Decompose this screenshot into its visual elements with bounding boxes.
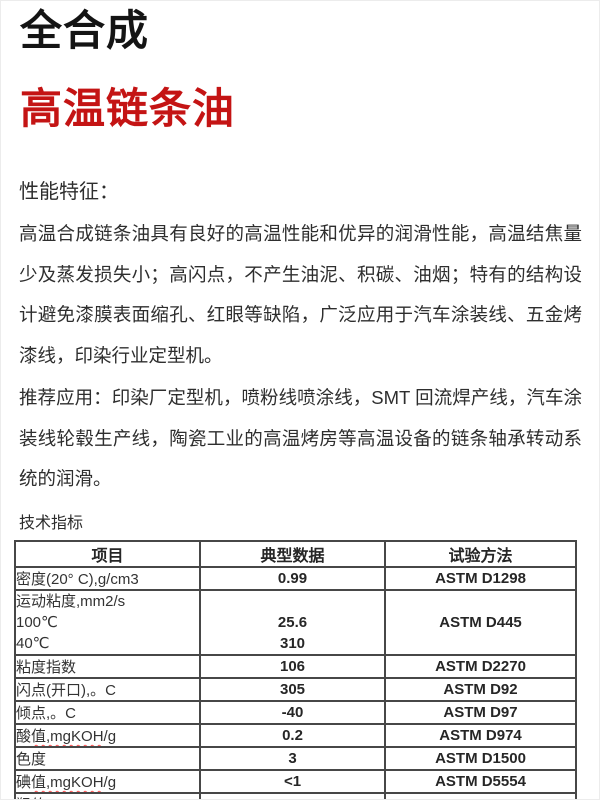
spec-table-caption: 技术指标 xyxy=(19,515,84,532)
performance-line: 高温合成链条油具有良好的高温性能和优异的润滑性能，高温结焦量 xyxy=(19,223,582,244)
item-text-spellcheck: 值,mgKOH xyxy=(31,774,104,791)
spec-method-cell: ASTM D974 xyxy=(384,723,577,748)
spec-table: 项目 典型数据 试验方法 密度(20° C),g/cm3 0.99 ASTM D… xyxy=(14,540,577,799)
spec-method-cell: ASTM D445 xyxy=(384,589,577,656)
viscosity-label-line: 运动粘度,mm2/s xyxy=(16,593,126,610)
spec-header-row: 项目 典型数据 试验方法 xyxy=(14,540,577,568)
spec-item-cell: 碘值,mgKOH/g xyxy=(14,769,201,794)
spec-value-cell: -40 xyxy=(199,700,386,725)
spec-method-cell: ASTM D1298 xyxy=(384,566,577,591)
spec-row-color: 色度 3 ASTM D1500 xyxy=(14,746,577,771)
spec-item-cell: 粘度指数 xyxy=(14,654,201,679)
item-text: /g xyxy=(103,728,117,745)
spec-row-iodine-value: 碘值,mgKOH/g <1 ASTM D5554 xyxy=(14,769,577,794)
viscosity-value-line xyxy=(202,592,383,612)
application-paragraph: 推荐应用：印染厂定型机，喷粉线喷涂线，SMT 回流焊产线，汽车涂 装线轮毂生产线… xyxy=(19,378,582,500)
application-line: 统的润滑。 xyxy=(19,468,112,489)
product-title-line1: 全合成 xyxy=(20,7,150,54)
spec-row-pour-point: 倾点,。C -40 ASTM D97 xyxy=(14,700,577,725)
spec-row-hydroxyl-value: 羟值,mgKOH/g 3 ASTM D1957 xyxy=(14,792,577,799)
spec-value-cell: 0.2 xyxy=(199,723,386,748)
spec-method-cell: ASTM D1957 xyxy=(384,792,577,799)
spec-item-cell: 酸值,mgKOH/g xyxy=(14,723,201,748)
spec-item-cell: 密度(20° C),g/cm3 xyxy=(14,566,201,591)
viscosity-label-line: 100℃ xyxy=(16,614,58,631)
spec-value-cell: 305 xyxy=(199,677,386,702)
spec-method-cell: ASTM D5554 xyxy=(384,769,577,794)
performance-section-heading: 性能特征： xyxy=(19,181,119,203)
item-text: 酸 xyxy=(16,728,32,745)
spec-method-cell: ASTM D92 xyxy=(384,677,577,702)
item-text: 碘 xyxy=(16,774,32,791)
viscosity-value-line: 310 xyxy=(279,635,306,652)
spec-item-cell: 羟值,mgKOH/g xyxy=(14,792,201,799)
spec-method-cell: ASTM D2270 xyxy=(384,654,577,679)
spec-row-viscosity-index: 粘度指数 106 ASTM D2270 xyxy=(14,654,577,679)
performance-line: 漆线，印染行业定型机。 xyxy=(19,344,223,366)
spec-value-cell: 3 xyxy=(199,792,386,799)
spec-item-cell: 色度 xyxy=(14,746,201,771)
item-text: /g xyxy=(103,774,117,791)
application-line: 装线轮毂生产线，陶瓷工业的高温烤房等高温设备的链条轴承转动系 xyxy=(19,427,582,449)
item-text: /g xyxy=(104,797,117,799)
spec-row-acid-value: 酸值,mgKOH/g 0.2 ASTM D974 xyxy=(14,723,577,748)
spec-value-cell: 106 xyxy=(199,654,386,679)
spec-col-header-value: 典型数据 xyxy=(199,540,386,568)
spec-col-header-item: 项目 xyxy=(14,540,201,568)
item-text-spellcheck: 羟值,mgKOH xyxy=(17,797,104,799)
spec-method-cell: ASTM D1500 xyxy=(384,746,577,771)
spec-row-density: 密度(20° C),g/cm3 0.99 ASTM D1298 xyxy=(14,566,577,591)
product-title-line2: 高温链条油 xyxy=(20,85,236,132)
spec-value-cell: <1 xyxy=(199,769,386,794)
spec-method-cell: ASTM D97 xyxy=(384,700,577,725)
viscosity-value-line: 25.6 xyxy=(277,614,308,631)
spec-item-cell: 闪点(开口),。C xyxy=(14,677,201,702)
spec-row-viscosity: 运动粘度,mm2/s 100℃ 40℃ 25.6 310 ASTM D445 xyxy=(14,589,577,656)
spec-row-flash-point: 闪点(开口),。C 305 ASTM D92 xyxy=(14,677,577,702)
viscosity-label-line: 40℃ xyxy=(16,635,50,652)
application-line: 推荐应用：印染厂定型机，喷粉线喷涂线，SMT 回流焊产线，汽车涂 xyxy=(19,387,582,408)
spec-value-cell: 3 xyxy=(199,746,386,771)
spec-value-cell: 0.99 xyxy=(199,566,386,591)
spec-item-cell: 倾点,。C xyxy=(14,700,201,725)
item-text-spellcheck: 值,mgKOH xyxy=(31,728,104,745)
spec-col-header-method: 试验方法 xyxy=(384,540,577,568)
performance-line: 少及蒸发损失小；高闪点，不产生油泥、积碳、油烟；特有的结构设 xyxy=(19,263,582,285)
spec-item-cell: 运动粘度,mm2/s 100℃ 40℃ xyxy=(14,589,201,656)
performance-line: 计避免漆膜表面缩孔、红眼等缺陷，广泛应用于汽车涂装线、五金烤 xyxy=(19,304,582,325)
spec-value-cell: 25.6 310 xyxy=(199,589,386,656)
performance-paragraph: 高温合成链条油具有良好的高温性能和优异的润滑性能，高温结焦量 少及蒸发损失小；高… xyxy=(19,214,582,376)
